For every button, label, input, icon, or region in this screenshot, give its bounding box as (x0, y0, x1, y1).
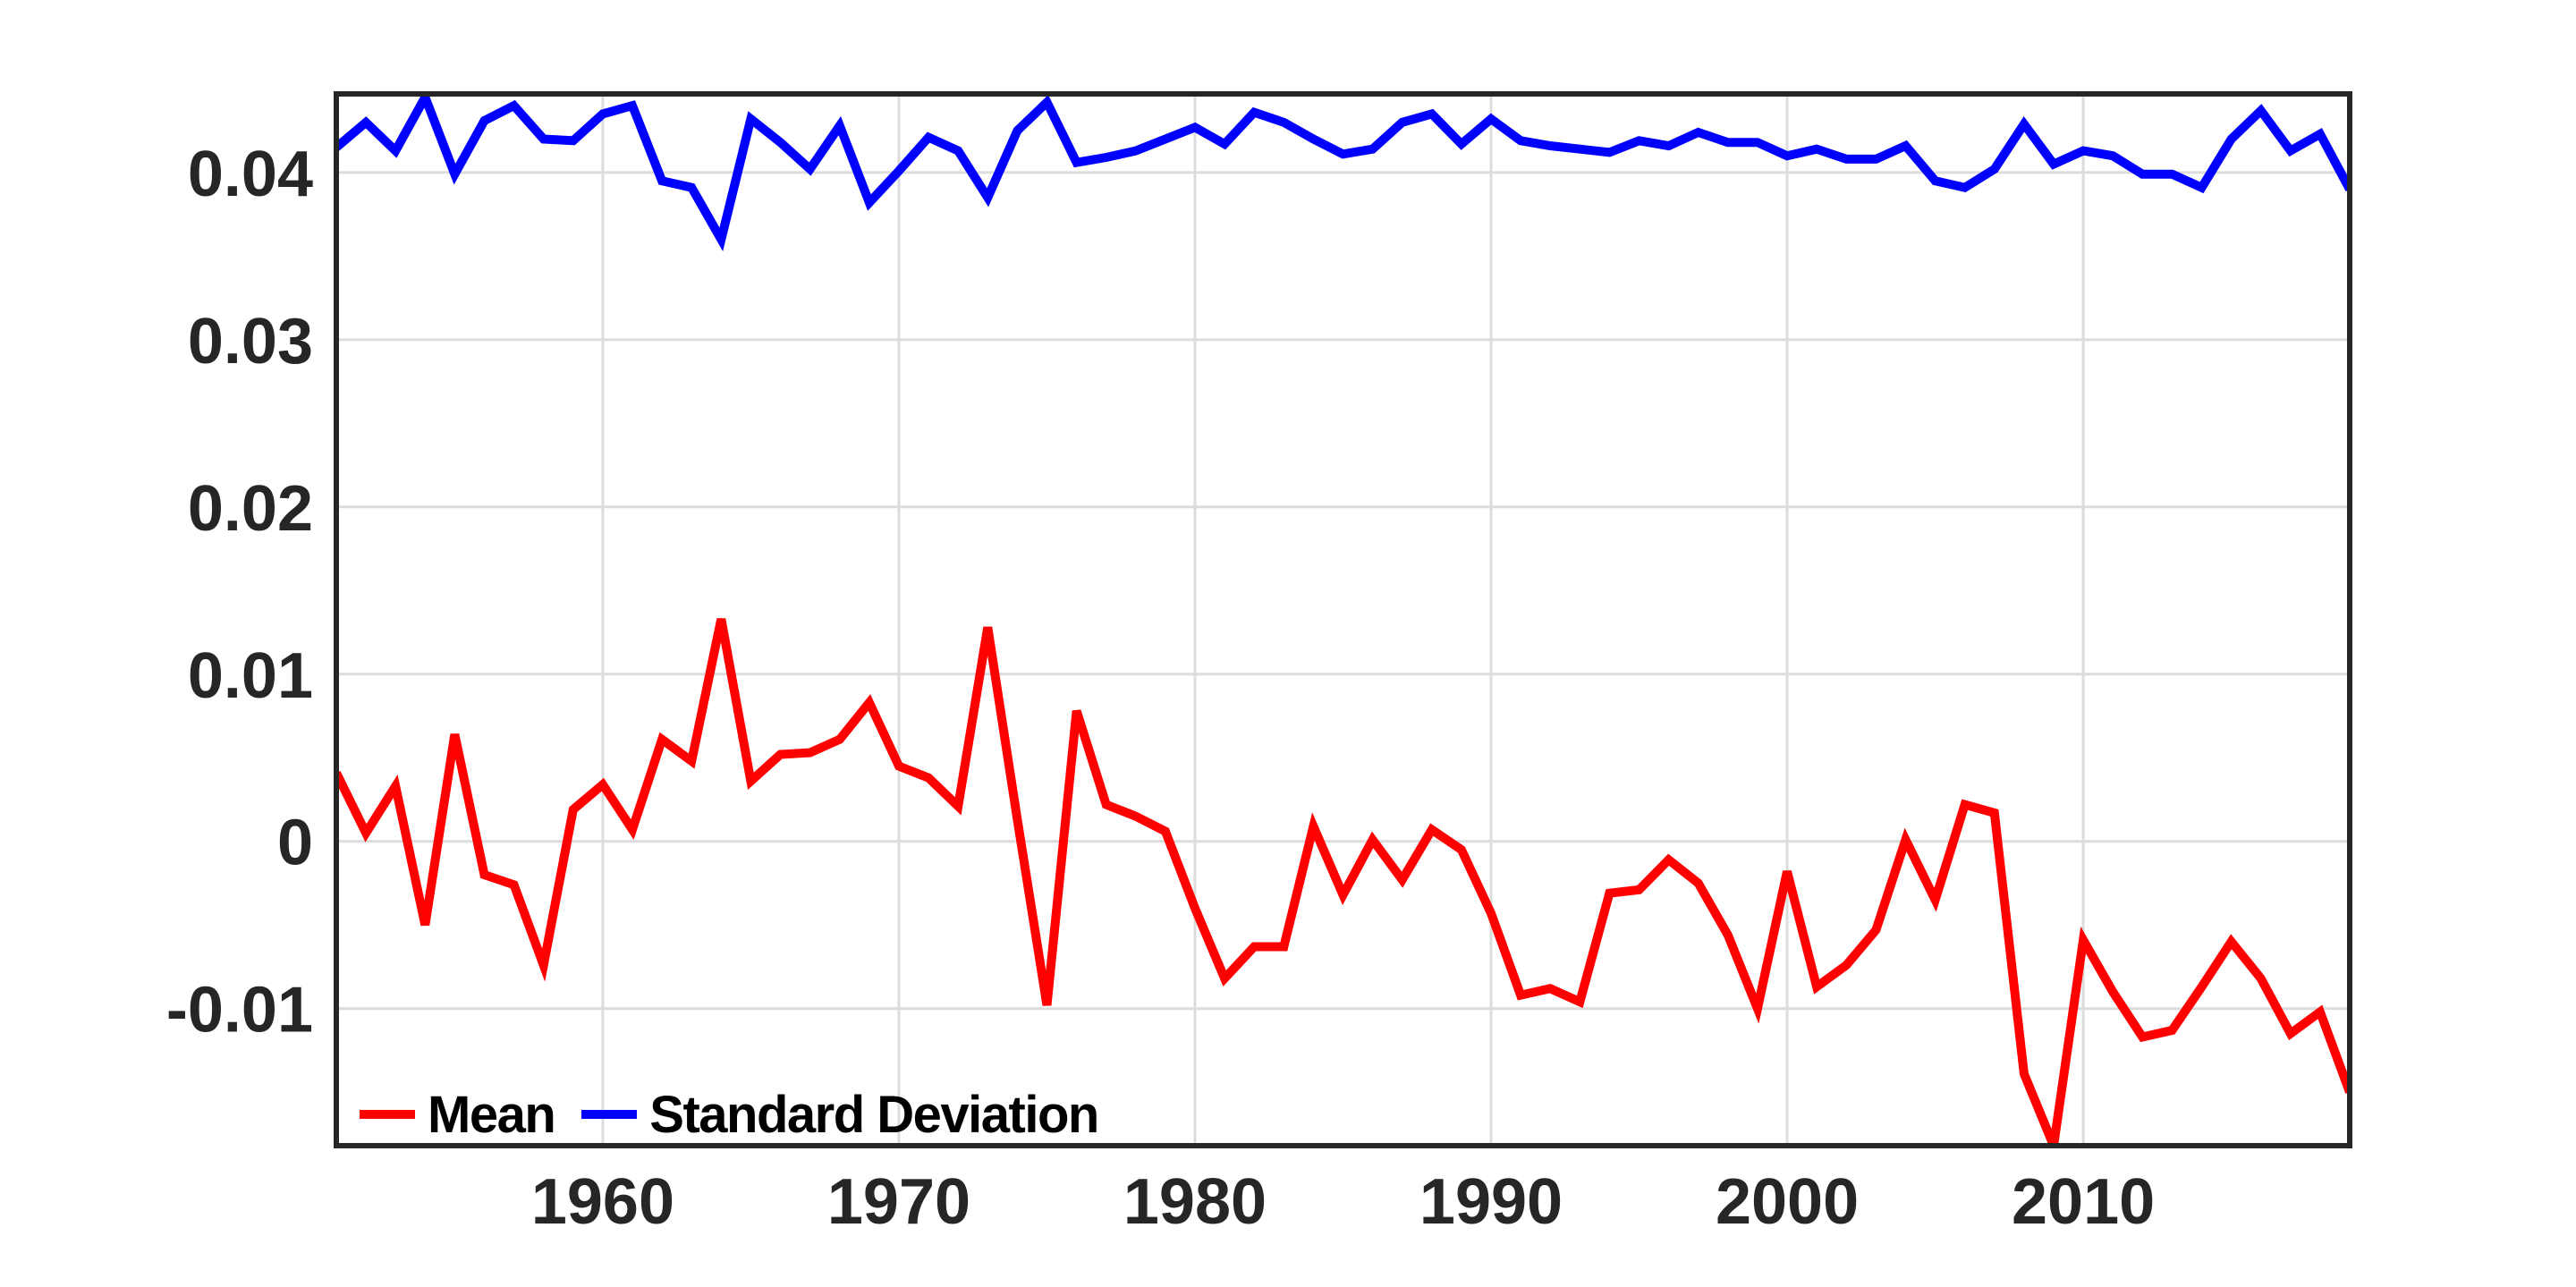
y-tick-label: 0.02 (188, 473, 313, 545)
gridlines (336, 94, 2350, 1146)
y-tick-label: -0.01 (166, 975, 313, 1046)
axes-border (334, 91, 2352, 1148)
series-line-mean (336, 618, 2350, 1146)
legend-item-mean: Mean (360, 1085, 556, 1145)
y-axis-tick-labels: -0.01 0 0.01 0.02 0.03 0.04 (166, 139, 313, 1046)
x-tick-label: 2000 (1716, 1166, 1859, 1238)
x-tick-label: 1970 (827, 1166, 970, 1238)
series-line-standard-deviation (336, 94, 2350, 252)
x-axis-tick-labels: 1960 1970 1980 1990 2000 2010 (531, 1166, 2155, 1238)
y-tick-label: 0.04 (188, 139, 313, 210)
legend: Mean Standard Deviation (360, 1084, 1125, 1145)
y-tick-label: 0 (277, 808, 313, 879)
x-tick-label: 1980 (1123, 1166, 1267, 1238)
legend-label-standard-deviation: Standard Deviation (649, 1085, 1099, 1144)
legend-label-mean: Mean (428, 1085, 556, 1144)
mean-line-sample-icon (360, 1110, 415, 1119)
series-lines (336, 94, 2350, 1146)
x-tick-label: 1990 (1419, 1166, 1563, 1238)
y-tick-label: 0.01 (188, 640, 313, 712)
standard-deviation-line-sample-icon (581, 1110, 638, 1119)
y-tick-label: 0.03 (188, 306, 313, 377)
x-tick-label: 1960 (531, 1166, 674, 1238)
x-tick-label: 2010 (2012, 1166, 2155, 1238)
legend-item-standard-deviation: Standard Deviation (581, 1085, 1099, 1145)
